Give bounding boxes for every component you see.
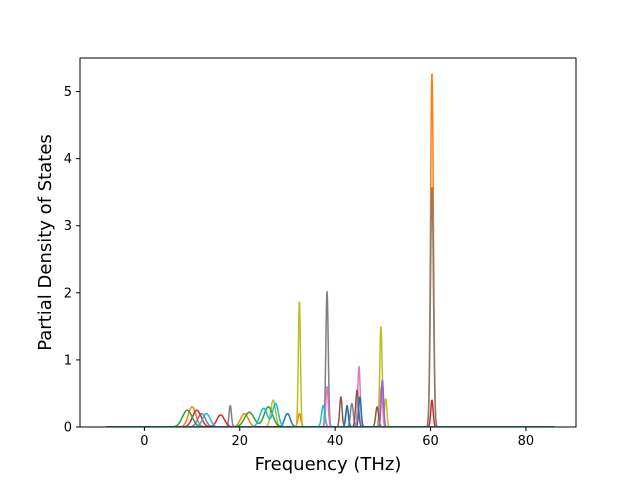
y-axis-title: Partial Density of States bbox=[35, 134, 56, 351]
axes-frame bbox=[79, 57, 577, 428]
series-line-4 bbox=[105, 365, 556, 427]
y-axis: 0 1 2 3 4 5 bbox=[64, 85, 80, 436]
y-tick-label: 0 bbox=[64, 421, 72, 436]
x-axis-title: Frequency (THz) bbox=[255, 454, 402, 475]
x-tick-label: 40 bbox=[327, 434, 344, 449]
x-axis: 0 20 40 60 80 bbox=[140, 427, 534, 449]
x-tick-label: 60 bbox=[422, 434, 439, 449]
y-tick-label: 2 bbox=[64, 286, 72, 301]
series-layer bbox=[105, 73, 556, 427]
y-tick-label: 4 bbox=[64, 152, 72, 167]
series-line-3 bbox=[105, 301, 556, 427]
series-line-1 bbox=[105, 73, 556, 427]
y-tick-label: 1 bbox=[64, 353, 72, 368]
x-tick-label: 20 bbox=[231, 434, 248, 449]
x-tick-label: 80 bbox=[518, 434, 535, 449]
series-line-2 bbox=[105, 186, 556, 427]
y-tick-label: 3 bbox=[64, 219, 72, 234]
x-tick-label: 0 bbox=[140, 434, 148, 449]
y-tick-label: 5 bbox=[64, 85, 72, 100]
series-line-8 bbox=[105, 406, 556, 427]
